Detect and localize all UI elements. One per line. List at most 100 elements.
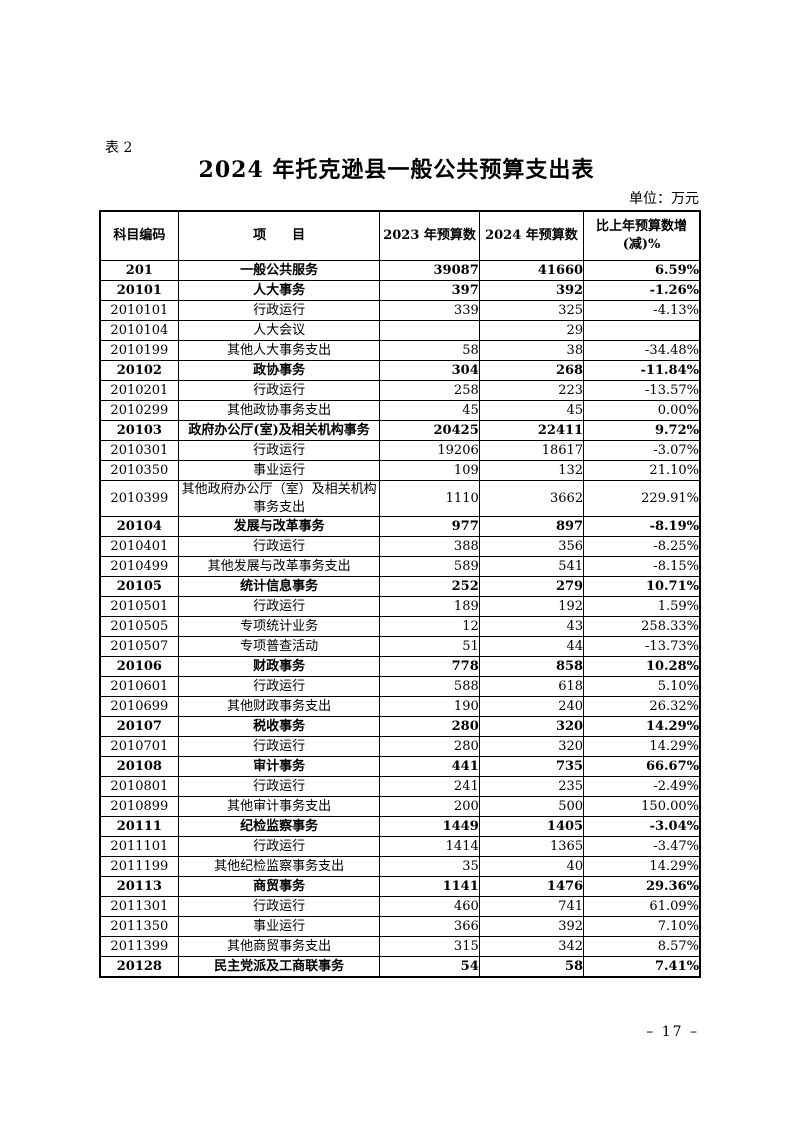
cell-budget-2024: 29	[478, 320, 585, 341]
cell-item-name: 专项统计业务	[177, 616, 381, 638]
table-row: 20102 政协事务 304 268 -11.84%	[99, 360, 701, 381]
table-row: 2010104 人大会议 29	[99, 320, 701, 341]
cell-budget-2023: 109	[379, 460, 480, 481]
cell-item-name: 其他政协事务支出	[177, 400, 381, 421]
cell-budget-2024: 741	[478, 896, 585, 918]
cell-budget-2023: 589	[379, 556, 480, 578]
cell-change-pct: 5.10%	[583, 676, 701, 698]
cell-item-name: 人大事务	[177, 280, 381, 301]
table-row: 20101 人大事务 397 392 -1.26%	[99, 280, 701, 301]
cell-budget-2024: 38	[478, 340, 585, 361]
table-row: 20111 纪检监察事务 1449 1405 -3.04%	[99, 816, 701, 838]
cell-budget-2023: 280	[379, 716, 480, 738]
cell-item-name: 商贸事务	[177, 876, 381, 898]
table-row: 2010501 行政运行 189 192 1.59%	[99, 596, 701, 618]
cell-change-pct: -8.25%	[583, 536, 701, 558]
cell-subject-code: 20128	[99, 956, 179, 978]
cell-subject-code: 2011301	[99, 896, 179, 918]
cell-budget-2024: 392	[478, 916, 585, 938]
cell-subject-code: 2010399	[99, 479, 179, 518]
cell-item-name: 行政运行	[177, 896, 381, 918]
cell-budget-2024: 192	[478, 596, 585, 618]
cell-budget-2024: 18617	[478, 440, 585, 461]
cell-change-pct: -13.57%	[583, 380, 701, 401]
table-row: 20108 审计事务 441 735 66.67%	[99, 756, 701, 778]
cell-item-name: 行政运行	[177, 676, 381, 698]
header-change-pct-line2: (减)%	[622, 237, 661, 252]
table-row: 2010801 行政运行 241 235 -2.49%	[99, 776, 701, 798]
cell-change-pct: -1.26%	[583, 280, 701, 301]
cell-item-name: 发展与改革事务	[177, 516, 381, 538]
cell-budget-2024: 44	[478, 636, 585, 658]
cell-change-pct: 7.10%	[583, 916, 701, 938]
cell-budget-2023: 1449	[379, 816, 480, 838]
cell-budget-2024: 132	[478, 460, 585, 481]
table-row: 2011101 行政运行 1414 1365 -3.47%	[99, 836, 701, 858]
cell-subject-code: 20101	[99, 280, 179, 301]
cell-item-name: 人大会议	[177, 320, 381, 341]
header-item: 项 目	[177, 210, 381, 261]
cell-subject-code: 2010801	[99, 776, 179, 798]
cell-change-pct: 1.59%	[583, 596, 701, 618]
table-row: 20106 财政事务 778 858 10.28%	[99, 656, 701, 678]
cell-change-pct: 9.72%	[583, 420, 701, 441]
cell-change-pct: 26.32%	[583, 696, 701, 718]
cell-item-name: 政府办公厅(室)及相关机构事务	[177, 420, 381, 441]
cell-change-pct: -13.73%	[583, 636, 701, 658]
cell-budget-2023: 778	[379, 656, 480, 678]
cell-item-name: 纪检监察事务	[177, 816, 381, 838]
cell-change-pct: -34.48%	[583, 340, 701, 361]
table-header-row: 科目编码 项 目 2023 年预算数 2024 年预算数 比上年预算数增 (减)%	[99, 210, 701, 261]
cell-subject-code: 20111	[99, 816, 179, 838]
cell-subject-code: 2010601	[99, 676, 179, 698]
cell-budget-2023: 39087	[379, 260, 480, 281]
cell-subject-code: 2010401	[99, 536, 179, 558]
table-row: 2010201 行政运行 258 223 -13.57%	[99, 380, 701, 401]
cell-change-pct: -4.13%	[583, 300, 701, 321]
table-body: 201 一般公共服务 39087 41660 6.59% 20101 人大事务 397 392-…	[99, 260, 701, 978]
cell-subject-code: 2010104	[99, 320, 179, 341]
header-subject-code: 科目编码	[99, 210, 179, 261]
cell-item-name: 行政运行	[177, 776, 381, 798]
table-row: 2011301 行政运行 460 741 61.09%	[99, 896, 701, 918]
cell-item-name: 一般公共服务	[177, 260, 381, 281]
cell-budget-2024: 342	[478, 936, 585, 958]
cell-budget-2023: 460	[379, 896, 480, 918]
cell-budget-2023: 241	[379, 776, 480, 798]
cell-budget-2024: 240	[478, 696, 585, 718]
cell-budget-2023: 280	[379, 736, 480, 758]
cell-subject-code: 2011199	[99, 856, 179, 878]
cell-budget-2023: 35	[379, 856, 480, 878]
table-row: 2010507 专项普查活动 51 44 -13.73%	[99, 636, 701, 658]
cell-subject-code: 2010301	[99, 440, 179, 461]
cell-item-name: 审计事务	[177, 756, 381, 778]
cell-budget-2024: 58	[478, 956, 585, 978]
cell-budget-2023: 190	[379, 696, 480, 718]
cell-budget-2023: 54	[379, 956, 480, 978]
cell-budget-2024: 500	[478, 796, 585, 818]
cell-budget-2023: 388	[379, 536, 480, 558]
cell-subject-code: 2010101	[99, 300, 179, 321]
cell-change-pct: -8.15%	[583, 556, 701, 578]
cell-change-pct: -2.49%	[583, 776, 701, 798]
cell-budget-2023: 20425	[379, 420, 480, 441]
table-row: 2010399 其他政府办公厅（室）及相关机构事务支出 1110 3662 229.91…	[99, 479, 701, 518]
cell-budget-2023: 1414	[379, 836, 480, 858]
cell-budget-2024: 40	[478, 856, 585, 878]
header-change-pct-line1: 比上年预算数增	[596, 219, 688, 235]
cell-subject-code: 2010299	[99, 400, 179, 421]
cell-budget-2024: 41660	[478, 260, 585, 281]
cell-subject-code: 2010505	[99, 616, 179, 638]
cell-budget-2024: 320	[478, 736, 585, 758]
cell-subject-code: 20104	[99, 516, 179, 538]
cell-budget-2024: 320	[478, 716, 585, 738]
cell-change-pct: -11.84%	[583, 360, 701, 381]
cell-item-name: 政协事务	[177, 360, 381, 381]
cell-budget-2024: 541	[478, 556, 585, 578]
cell-change-pct: -3.04%	[583, 816, 701, 838]
cell-subject-code: 20113	[99, 876, 179, 898]
cell-change-pct: 0.00%	[583, 400, 701, 421]
unit-note: 单位：万元	[629, 191, 699, 207]
cell-change-pct: 29.36%	[583, 876, 701, 898]
table-row: 20105 统计信息事务 252 279 10.71%	[99, 576, 701, 598]
